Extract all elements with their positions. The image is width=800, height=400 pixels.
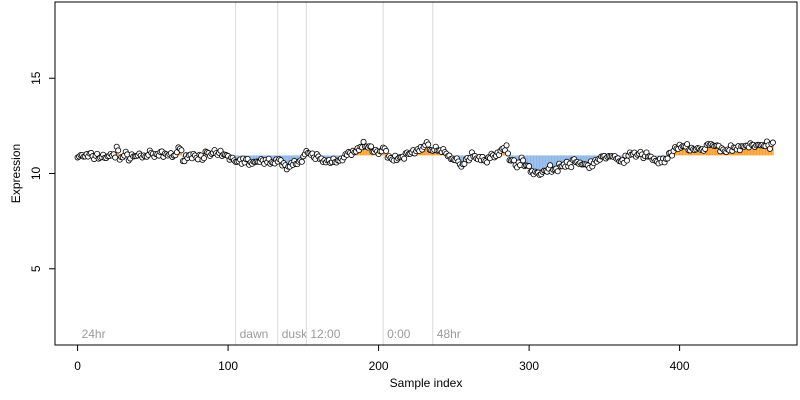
data-point — [401, 155, 408, 162]
data-point — [425, 141, 432, 148]
y-axis-title: Expression — [9, 144, 23, 203]
y-axis: 5 10 15 — [29, 71, 56, 272]
data-point — [505, 150, 512, 157]
data-point — [568, 164, 575, 171]
data-point — [664, 155, 671, 162]
x-tick-label: 300 — [519, 359, 539, 373]
x-tick-label: 100 — [218, 359, 238, 373]
x-tick-label: 400 — [670, 359, 690, 373]
x-axis: 0 100 200 300 400 — [74, 344, 690, 373]
data-point — [769, 139, 776, 146]
phase-label: dusk — [282, 327, 308, 341]
data-point — [483, 159, 490, 166]
data-point — [115, 147, 122, 154]
phase-label: 48hr — [437, 327, 461, 341]
phase-marker-layer: 24hr dawn dusk 12:00 0:00 48hr — [82, 2, 461, 345]
y-tick-label: 15 — [29, 71, 43, 85]
phase-label: dawn — [240, 327, 269, 341]
data-point — [298, 158, 305, 165]
y-tick-label: 5 — [29, 265, 43, 272]
data-point — [178, 147, 185, 154]
x-axis-title: Sample index — [390, 376, 463, 390]
data-point — [503, 142, 510, 149]
phase-label: 24hr — [82, 327, 106, 341]
data-point — [684, 141, 691, 148]
data-point — [201, 155, 208, 162]
plot-frame — [54, 1, 798, 346]
data-point — [520, 157, 527, 164]
data-point — [368, 143, 375, 150]
data-point — [526, 163, 533, 170]
data-point — [766, 145, 773, 152]
x-tick-label: 200 — [369, 359, 389, 373]
data-point — [383, 147, 390, 154]
data-point — [554, 168, 561, 175]
phase-label: 0:00 — [387, 327, 411, 341]
data-point-layer — [74, 138, 776, 178]
data-point — [547, 162, 554, 169]
data-point — [623, 157, 630, 164]
phase-label: 12:00 — [310, 327, 340, 341]
x-tick-label: 0 — [74, 359, 81, 373]
y-tick-label: 10 — [29, 167, 43, 181]
